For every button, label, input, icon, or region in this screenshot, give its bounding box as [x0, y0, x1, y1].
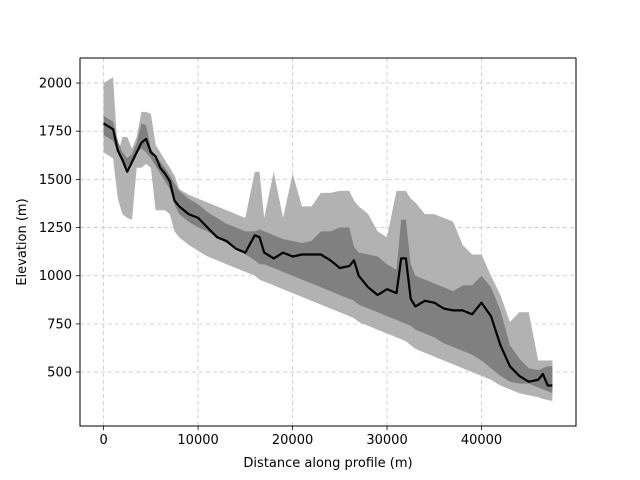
x-tick-label: 10000 [177, 433, 218, 448]
bands [103, 77, 553, 402]
x-tick-label: 0 [99, 433, 107, 448]
x-axis-ticks: 0 10000 20000 30000 40000 [99, 426, 502, 448]
x-tick-label: 30000 [366, 433, 407, 448]
y-axis-ticks: 500 750 1000 1250 1500 1750 2000 [39, 77, 80, 381]
y-tick-label: 1250 [39, 221, 72, 236]
x-axis-label: Distance along profile (m) [243, 456, 412, 471]
y-tick-label: 1000 [39, 269, 72, 284]
x-tick-label: 20000 [272, 433, 313, 448]
median-line-layer [103, 122, 553, 387]
y-tick-label: 750 [47, 317, 72, 332]
y-axis-label: Elevation (m) [15, 198, 30, 285]
y-tick-label: 1750 [39, 125, 72, 140]
inner-range-band [103, 115, 553, 394]
plot-frame [79, 57, 577, 427]
y-tick-label: 1500 [39, 173, 72, 188]
median-elevation-line [103, 122, 553, 387]
y-tick-label: 500 [47, 366, 72, 381]
x-tick-label: 40000 [461, 433, 502, 448]
y-tick-label: 2000 [39, 77, 72, 92]
